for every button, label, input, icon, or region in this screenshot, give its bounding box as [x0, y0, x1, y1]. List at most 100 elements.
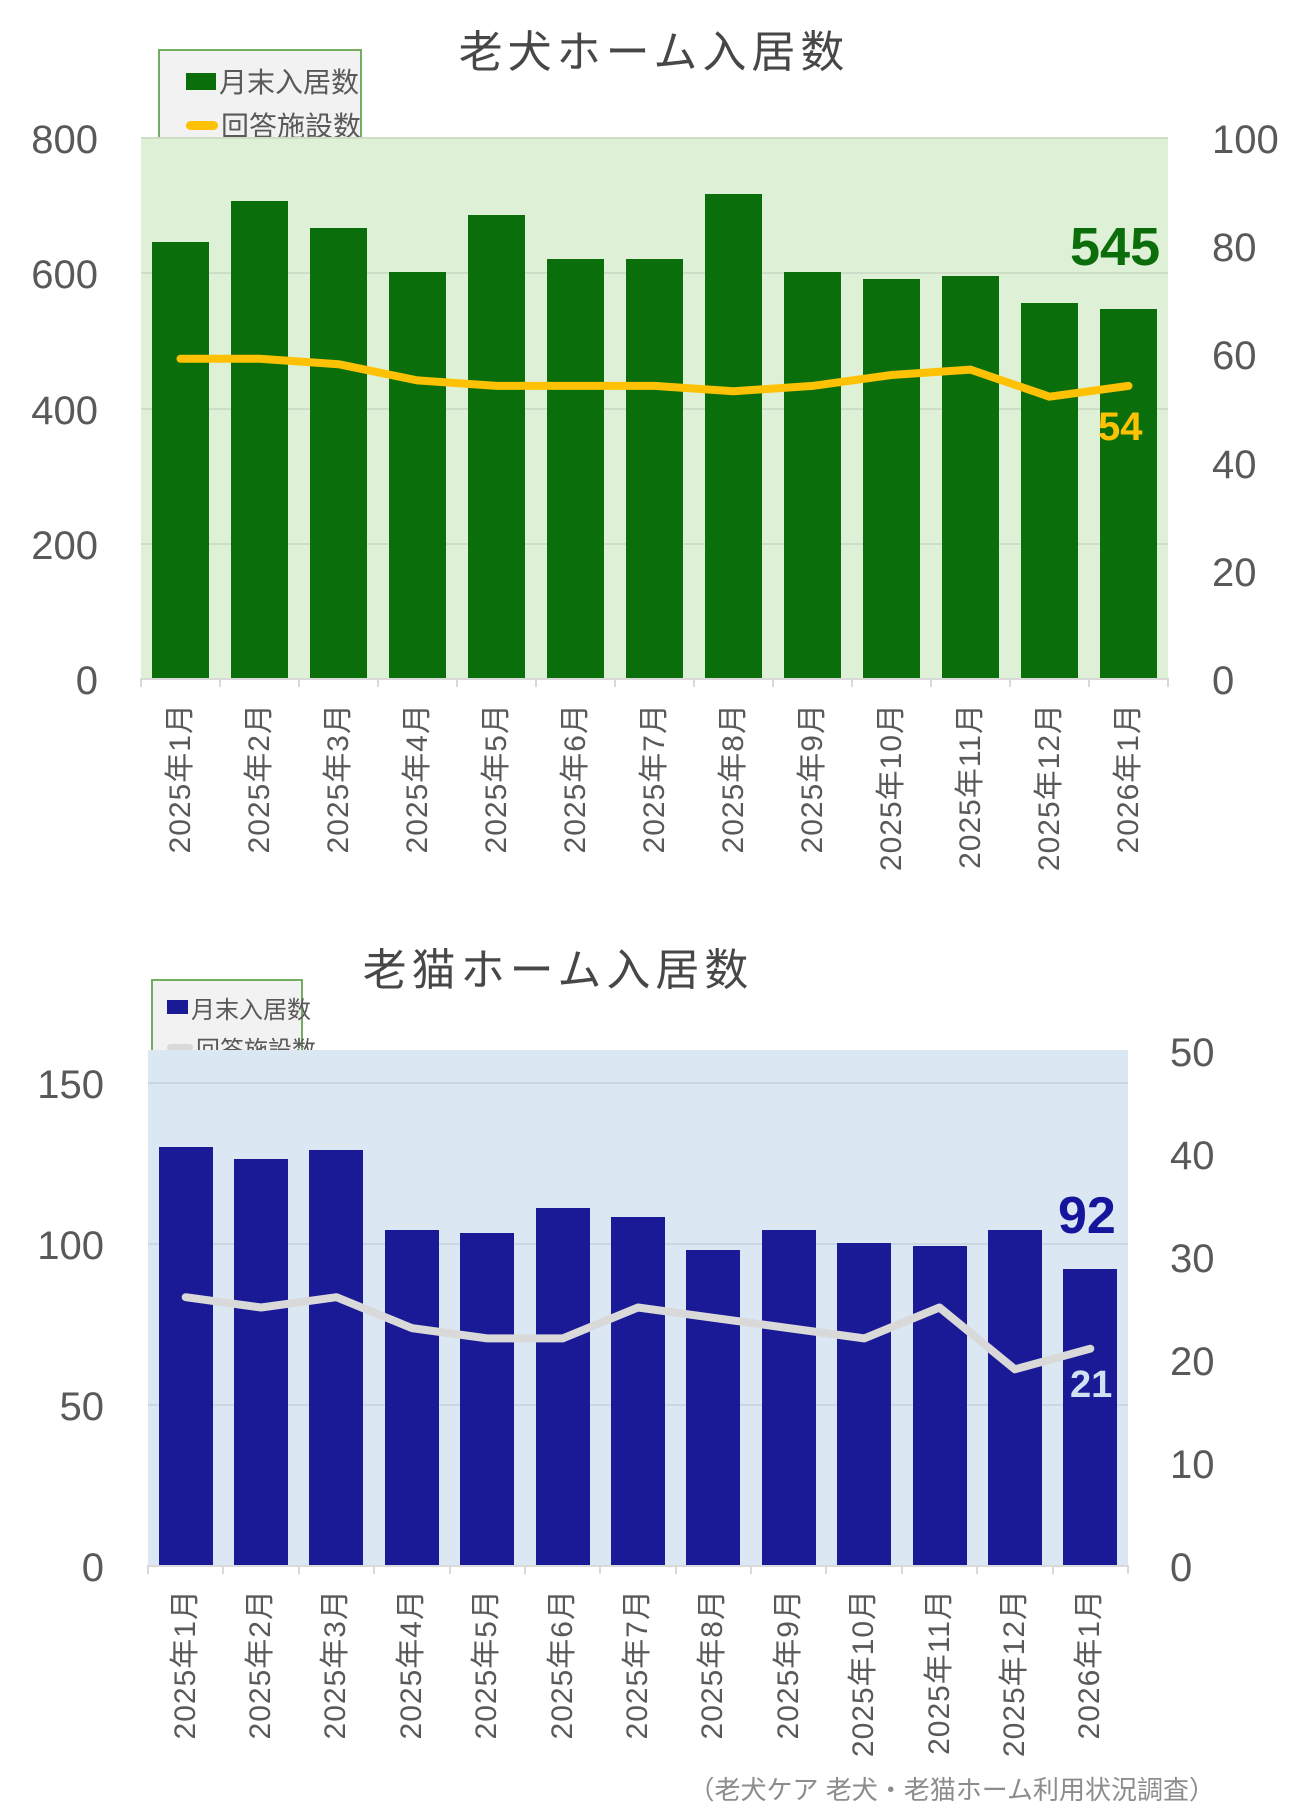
bar: [837, 1243, 891, 1565]
bar: [536, 1208, 590, 1565]
x-axis-tick: [1127, 1565, 1129, 1574]
gridline: [141, 137, 1168, 139]
left-axis-tick-label: 600: [31, 253, 98, 297]
x-axis-label: 2026年1月: [1112, 703, 1145, 854]
right-axis-tick-label: 30: [1170, 1237, 1215, 1281]
x-axis-tick: [298, 678, 300, 687]
gridline: [148, 1082, 1128, 1084]
x-axis-tick: [1088, 678, 1090, 687]
x-axis-label: 2025年12月: [1033, 703, 1066, 872]
x-axis-tick: [373, 1565, 375, 1574]
bar: [988, 1230, 1042, 1565]
right-axis-tick-label: 20: [1170, 1340, 1215, 1384]
x-axis-label: 2025年6月: [559, 703, 592, 854]
x-axis-label: 2025年9月: [796, 703, 829, 854]
x-axis-label: 2025年11月: [923, 1589, 956, 1755]
bar: [1100, 309, 1157, 678]
bar: [152, 242, 209, 678]
bar: [686, 1250, 740, 1565]
left-axis-tick-label: 50: [59, 1385, 105, 1429]
bar: [310, 228, 367, 678]
x-axis-tick: [219, 678, 221, 687]
line-swatch-icon: [186, 120, 218, 130]
bar: [784, 272, 841, 678]
right-axis-tick-label: 0: [1170, 1546, 1193, 1590]
left-axis-tick-label: 0: [75, 659, 98, 703]
x-axis-label: 2025年2月: [244, 1589, 277, 1740]
bar: [309, 1150, 363, 1565]
right-axis-tick-label: 50: [1170, 1031, 1215, 1075]
line-series-path: [181, 1293, 1095, 1374]
legend-item-bar-series: 月末入居数: [186, 63, 360, 99]
right-axis-tick-label: 40: [1170, 1134, 1215, 1178]
bar: [762, 1230, 816, 1565]
source-note: （老犬ケア 老犬・老猫ホーム利用状況調査）: [688, 1775, 1215, 1805]
x-axis-tick: [693, 678, 695, 687]
cat-last-line-value-label: 21: [1070, 1364, 1113, 1406]
x-axis-label: 2025年10月: [847, 1589, 880, 1758]
x-axis-tick: [772, 678, 774, 687]
bar: [705, 194, 762, 678]
bar: [1063, 1269, 1117, 1565]
bar: [389, 272, 446, 678]
x-axis-tick: [599, 1565, 601, 1574]
dog-chart-title: 老犬ホーム入居数: [458, 28, 850, 77]
left-axis-tick-label: 200: [31, 524, 98, 568]
bar: [234, 1159, 288, 1565]
cat-chart-title: 老猫ホーム入居数: [362, 946, 754, 995]
right-axis-tick-label: 10: [1170, 1443, 1215, 1487]
left-axis-tick-label: 800: [31, 118, 98, 162]
x-axis-label: 2025年5月: [470, 1589, 503, 1740]
x-axis-tick: [750, 1565, 752, 1574]
x-axis-label: 2025年12月: [998, 1589, 1031, 1758]
bar: [159, 1147, 213, 1565]
x-axis-tick: [535, 678, 537, 687]
x-axis-tick: [449, 1565, 451, 1574]
x-axis-tick: [222, 1565, 224, 1574]
line-series: [181, 1293, 1095, 1374]
x-axis-label: 2025年4月: [401, 703, 434, 854]
x-axis-label: 2025年2月: [243, 703, 276, 854]
cat-plot-area: [148, 1050, 1128, 1565]
x-axis-label: 2025年1月: [164, 703, 197, 854]
x-axis-label: 2025年7月: [638, 703, 671, 854]
x-axis-label: 2025年7月: [621, 1589, 654, 1740]
right-axis-tick-label: 80: [1212, 226, 1257, 270]
x-axis-label: 2025年9月: [772, 1589, 805, 1740]
right-axis-tick-label: 60: [1212, 334, 1257, 378]
cat-last-bar-value-label: 92: [1058, 1187, 1116, 1245]
bar: [942, 276, 999, 678]
bar: [863, 279, 920, 678]
bar-swatch-icon: [167, 1000, 188, 1014]
x-axis-tick: [377, 678, 379, 687]
x-axis-label: 2025年8月: [696, 1589, 729, 1740]
x-axis-tick: [298, 1565, 300, 1574]
legend-label-line-series: 回答施設数: [221, 111, 362, 142]
x-axis-tick: [140, 678, 142, 687]
dog-last-bar-value-label: 545: [1070, 217, 1161, 277]
bar: [385, 1230, 439, 1565]
bar: [626, 259, 683, 678]
line-series-path: [176, 354, 1133, 401]
bar: [547, 259, 604, 678]
x-axis-label: 2025年8月: [717, 703, 750, 854]
x-axis-tick: [147, 1565, 149, 1574]
left-axis-tick-label: 0: [81, 1546, 104, 1590]
bar: [611, 1217, 665, 1565]
x-axis-line: [141, 678, 1168, 680]
x-axis-tick: [1052, 1565, 1054, 1574]
line-swatch-icon: [167, 1043, 193, 1051]
x-axis-tick: [675, 1565, 677, 1574]
legend-item-line-series: 回答施設数: [186, 107, 362, 143]
x-axis-tick: [851, 678, 853, 687]
bar: [1021, 303, 1078, 678]
left-axis-tick-label: 400: [31, 389, 98, 433]
x-axis-tick: [930, 678, 932, 687]
right-axis-tick-label: 20: [1212, 551, 1257, 595]
x-axis-label: 2025年3月: [322, 703, 355, 854]
x-axis-line: [148, 1565, 1128, 1567]
right-axis-tick-label: 0: [1212, 659, 1235, 703]
left-axis-tick-label: 150: [37, 1063, 104, 1107]
x-axis-tick: [825, 1565, 827, 1574]
